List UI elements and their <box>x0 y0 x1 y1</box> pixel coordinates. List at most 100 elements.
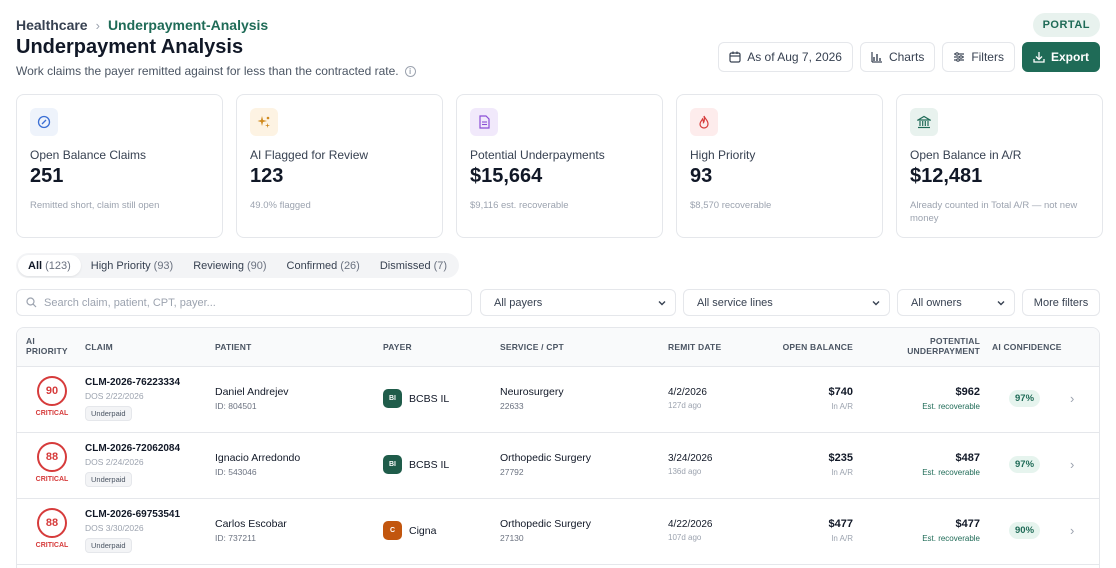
filters-button[interactable]: Filters <box>942 42 1015 72</box>
payer: BI BCBS IL <box>383 455 449 474</box>
header-payer[interactable]: PAYER <box>383 342 412 352</box>
claim-id[interactable]: CLM-2026-72062084 <box>85 443 181 454</box>
bar-chart-icon <box>871 52 882 63</box>
breadcrumb-current: Underpayment-Analysis <box>107 17 269 33</box>
chevron-right-icon[interactable]: › <box>1070 391 1075 406</box>
search-input[interactable] <box>44 296 444 309</box>
search-box <box>16 289 472 316</box>
priority-circle: 88 <box>37 508 67 538</box>
potential-note: Est. recoverable <box>922 534 980 543</box>
confidence-badge: 97% <box>1009 390 1041 407</box>
chevron-right-icon[interactable]: › <box>1070 523 1075 538</box>
payer-avatar: BI <box>383 455 402 474</box>
payer-name: BCBS IL <box>409 458 450 471</box>
tab-dismissed[interactable]: Dismissed (7) <box>370 255 457 276</box>
header-open-balance[interactable]: OPEN BALANCE <box>782 342 853 352</box>
kpi-label: High Priority <box>690 148 756 162</box>
underpayment-table: AI PRIORITY CLAIM PATIENT PAYER SERVICE … <box>16 327 1100 568</box>
tab-high-priority[interactable]: High Priority (93) <box>81 255 183 276</box>
header-ai-confidence[interactable]: AI CONFIDENCE <box>992 342 1062 352</box>
date-button[interactable]: As of Aug 7, 2026 <box>718 42 853 72</box>
tab-all[interactable]: All (123) <box>18 255 81 276</box>
header-potential-underpayment[interactable]: POTENTIAL UNDERPAYMENT <box>907 336 980 356</box>
info-icon[interactable]: i <box>404 65 416 77</box>
claim-dos: DOS 2/24/2026 <box>85 457 144 467</box>
table-row[interactable]: 90 CRITICAL CLM-2026-76223334 DOS 2/22/2… <box>17 367 1099 433</box>
status-badge: Underpaid <box>85 472 132 487</box>
open-balance: $235 <box>828 452 853 464</box>
kpi-value: 93 <box>690 165 713 187</box>
tab-count: (123) <box>45 259 71 272</box>
kpi-card-open-balance-claims[interactable]: Open Balance Claims 251 Remitted short, … <box>16 94 223 238</box>
tab-label: Confirmed <box>286 259 338 272</box>
potential-note: Est. recoverable <box>922 402 980 411</box>
confidence-badge: 97% <box>1009 456 1041 473</box>
kpi-card-potential-underpayments[interactable]: Potential Underpayments $15,664 $9,116 e… <box>456 94 663 238</box>
tab-count: (90) <box>246 259 267 272</box>
status-badge: Underpaid <box>85 406 132 421</box>
kpi-card-ai-flagged[interactable]: AI Flagged for Review 123 49.0% flagged <box>236 94 443 238</box>
claim-id[interactable]: CLM-2026-76223334 <box>85 377 181 388</box>
chevron-right-icon: › <box>95 17 100 33</box>
more-filters-button[interactable]: More filters <box>1022 289 1100 316</box>
priority-circle: 88 <box>37 442 67 472</box>
chevron-down-icon <box>872 300 880 305</box>
tab-label: All <box>28 259 43 272</box>
kpi-label: Open Balance Claims <box>30 148 147 162</box>
kpi-sub: $8,570 recoverable <box>690 200 772 211</box>
claim-dos: DOS 3/30/2026 <box>85 523 144 533</box>
header-claim[interactable]: CLAIM <box>85 342 113 352</box>
priority-score: 90 CRITICAL <box>36 376 68 417</box>
kpi-sub: Remitted short, claim still open <box>30 200 160 211</box>
priority-label: CRITICAL <box>35 542 69 549</box>
tab-confirmed[interactable]: Confirmed (26) <box>277 255 370 276</box>
download-icon <box>1033 52 1045 63</box>
header-remit-date[interactable]: REMIT DATE <box>668 342 722 352</box>
export-button[interactable]: Export <box>1021 42 1100 72</box>
owner-select[interactable]: All owners <box>897 289 1015 316</box>
remit-age: 136d ago <box>668 467 702 476</box>
tab-reviewing[interactable]: Reviewing (90) <box>183 255 276 276</box>
breadcrumb: Healthcare › Underpayment-Analysis <box>16 17 268 33</box>
claim-id[interactable]: CLM-2026-69753541 <box>85 509 181 520</box>
patient-id: ID: 543046 <box>215 467 257 477</box>
kpi-value: 251 <box>30 165 64 187</box>
charts-label: Charts <box>888 50 925 64</box>
open-balance-note: In A/R <box>831 468 853 477</box>
payer-avatar: C <box>383 521 402 540</box>
bank-icon <box>910 108 938 136</box>
kpi-card-high-priority[interactable]: High Priority 93 $8,570 recoverable <box>676 94 883 238</box>
filters-label: Filters <box>971 50 1004 64</box>
payer-select[interactable]: All payers <box>480 289 676 316</box>
chevron-right-icon[interactable]: › <box>1070 457 1075 472</box>
patient-id: ID: 737211 <box>215 533 256 543</box>
gauge-icon <box>30 108 58 136</box>
kpi-card-open-balance-ar[interactable]: Open Balance in A/R $12,481 Already coun… <box>896 94 1103 238</box>
tab-count: (93) <box>153 259 174 272</box>
portal-badge: PORTAL <box>1032 13 1100 37</box>
header-service[interactable]: SERVICE / CPT <box>500 342 564 352</box>
charts-button[interactable]: Charts <box>859 42 936 72</box>
potential-underpayment: $477 <box>955 518 980 530</box>
remit-age: 107d ago <box>668 533 702 542</box>
priority-label: CRITICAL <box>35 476 69 483</box>
breadcrumb-root[interactable]: Healthcare <box>16 17 88 33</box>
kpi-sub: 49.0% flagged <box>250 200 311 211</box>
table-row[interactable]: 88 CRITICAL CLM-2026-72062084 DOS 2/24/2… <box>17 433 1099 499</box>
document-icon <box>470 108 498 136</box>
toolbar: As of Aug 7, 2026 Charts Filters Export <box>718 42 1100 72</box>
potential-note: Est. recoverable <box>922 468 980 477</box>
payer-name: BCBS IL <box>409 392 450 405</box>
payer-select-value: All payers <box>494 296 543 309</box>
priority-circle: 90 <box>37 376 67 406</box>
chevron-down-icon <box>658 300 666 305</box>
flame-icon <box>690 108 718 136</box>
table-row[interactable]: 88 CRITICAL CLM-2026-69753541 DOS 3/30/2… <box>17 499 1099 565</box>
tab-count: (7) <box>433 259 448 272</box>
header-patient[interactable]: PATIENT <box>215 342 252 352</box>
header-ai-priority[interactable]: AI PRIORITY <box>26 336 68 356</box>
open-balance: $740 <box>828 386 853 398</box>
priority-score: 88 CRITICAL <box>36 508 68 549</box>
service-line-select[interactable]: All service lines <box>683 289 890 316</box>
status-badge: Underpaid <box>85 538 132 553</box>
